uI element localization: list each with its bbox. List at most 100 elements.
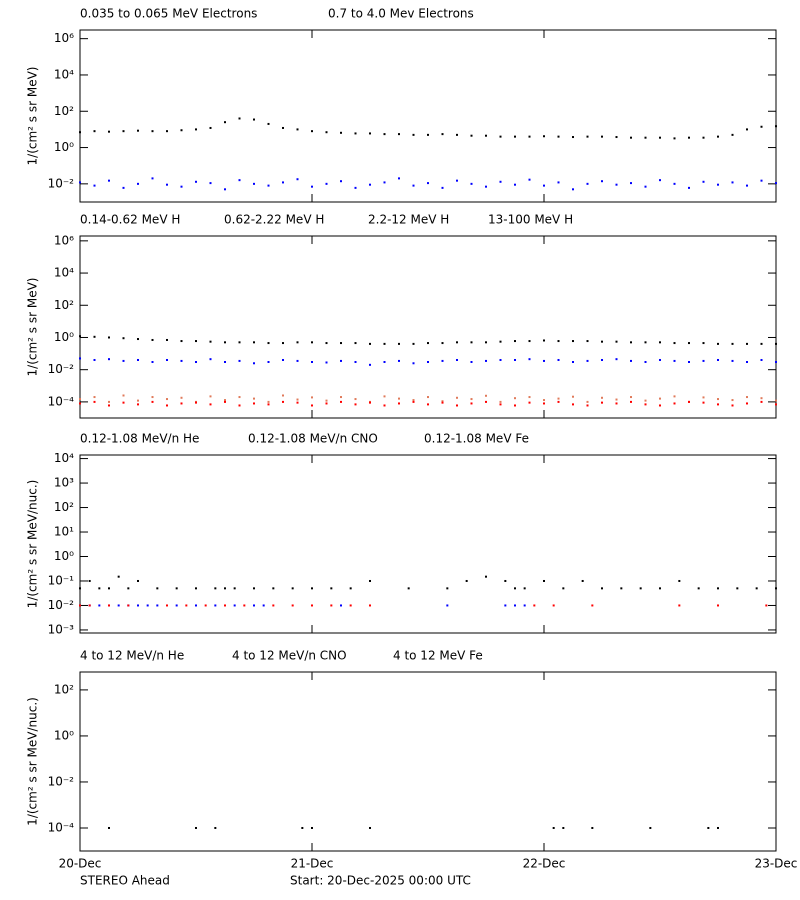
data-point [412, 399, 415, 402]
legend-entry: 0.14-0.62 MeV H [80, 213, 180, 227]
data-point [702, 136, 705, 139]
data-point [523, 604, 526, 607]
data-point [282, 400, 284, 403]
data-point [601, 180, 603, 183]
data-point [601, 587, 603, 590]
data-point [233, 587, 236, 590]
data-point [528, 401, 531, 404]
data-point [117, 604, 120, 607]
data-point [93, 130, 96, 133]
data-point [552, 604, 555, 607]
data-point [775, 125, 777, 128]
data-point [383, 133, 386, 136]
data-point [504, 604, 507, 607]
data-point [325, 342, 328, 345]
data-point [238, 117, 241, 120]
data-point [615, 398, 618, 401]
data-point [282, 358, 284, 361]
data-point [185, 604, 188, 607]
data-point [93, 335, 96, 338]
data-point [412, 362, 415, 365]
data-point [659, 358, 661, 361]
data-point [267, 342, 270, 345]
data-point [746, 128, 748, 131]
data-point [412, 184, 415, 187]
data-point [398, 397, 400, 400]
data-point [79, 181, 81, 184]
data-point [195, 604, 197, 607]
data-point [325, 131, 328, 134]
data-point [557, 181, 560, 184]
data-point [296, 359, 299, 362]
data-point [572, 403, 574, 406]
legend-entry: 4 to 12 MeV Fe [393, 649, 483, 663]
data-point [122, 337, 125, 340]
data-point [446, 604, 449, 607]
data-point [441, 186, 444, 189]
data-point [398, 342, 400, 345]
data-point [224, 399, 226, 402]
y-axis-label: 1/(cm² s sr MeV) [26, 67, 40, 166]
data-point [354, 342, 357, 345]
data-point [369, 342, 371, 345]
data-point [765, 604, 768, 607]
data-point [591, 826, 594, 829]
data-point [760, 400, 763, 403]
data-point [697, 587, 700, 590]
data-point [644, 399, 647, 402]
y-tick-label: 10⁰ [54, 549, 74, 563]
data-point [108, 604, 110, 607]
data-point [499, 180, 502, 183]
data-point [470, 398, 473, 401]
data-point [238, 359, 241, 362]
data-point [456, 341, 458, 344]
data-point [731, 399, 734, 402]
data-point [93, 396, 96, 399]
plot-frame [79, 454, 777, 634]
data-point [122, 359, 125, 362]
data-point [601, 396, 603, 399]
data-point [311, 361, 313, 364]
legend-entry: 0.12-1.08 MeV/n CNO [248, 432, 378, 446]
data-point [485, 341, 487, 344]
data-point [543, 399, 545, 402]
data-point [775, 342, 777, 345]
data-point [137, 604, 139, 607]
data-point [330, 604, 333, 607]
data-point [108, 400, 110, 403]
data-point [673, 359, 676, 362]
data-point [731, 404, 734, 407]
data-point [166, 130, 168, 133]
data-point [504, 579, 507, 582]
data-point [108, 179, 110, 182]
data-point [552, 826, 555, 829]
data-point [717, 358, 719, 361]
data-point [267, 122, 270, 125]
data-point [137, 182, 139, 185]
data-point [398, 177, 400, 180]
data-point [195, 401, 197, 404]
x-tick-label: 20-Dec [59, 857, 102, 871]
data-point [209, 395, 212, 398]
legend-entry: 0.12-1.08 MeV Fe [424, 432, 529, 446]
data-point [717, 604, 719, 607]
y-tick-label: 10⁰ [54, 728, 74, 742]
data-point [195, 340, 197, 343]
data-point [108, 358, 110, 361]
data-point [195, 180, 197, 183]
data-point [441, 133, 444, 136]
data-point [253, 118, 255, 121]
data-point [528, 340, 531, 343]
data-point [514, 340, 516, 343]
data-point [736, 587, 739, 590]
data-point [528, 396, 531, 399]
data-point [775, 182, 777, 185]
data-point [325, 399, 328, 402]
data-point [644, 403, 647, 406]
y-tick-label: 10⁶ [54, 31, 74, 45]
data-point [79, 131, 81, 134]
data-point [296, 341, 299, 344]
data-point [528, 358, 531, 361]
data-point [253, 362, 255, 365]
